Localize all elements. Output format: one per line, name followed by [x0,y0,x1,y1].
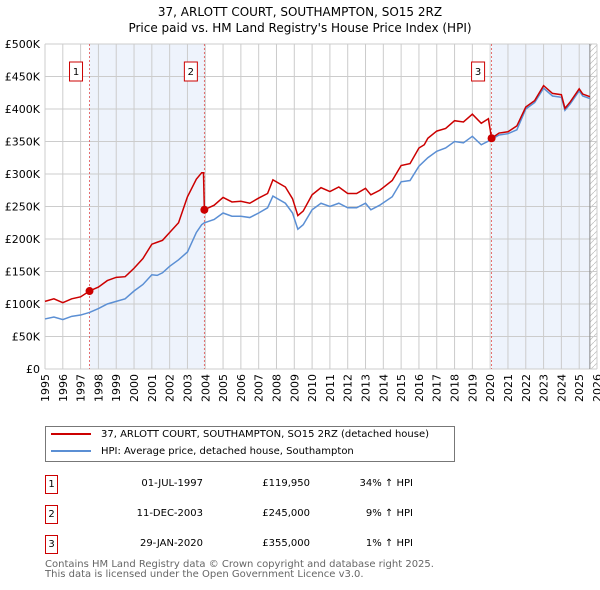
sale-date: 01-JUL-1997 [141,478,203,489]
x-tick-label: 2013 [360,374,373,402]
x-tick-label: 2018 [449,374,462,402]
legend-item-property: 37, ARLOTT COURT, SOUTHAMPTON, SO15 2RZ … [51,427,429,445]
x-tick-label: 1995 [39,374,52,402]
sale-row: 1 01-JUL-1997 £119,950 34% ↑ HPI [45,475,445,495]
sale-hpi-diff: 34% ↑ HPI [359,478,413,489]
x-tick-label: 2001 [146,374,159,402]
sale-number: 1 [73,67,79,78]
x-tick-label: 2014 [377,374,390,402]
y-tick-label: £0 [26,363,40,376]
sale-date: 29-JAN-2020 [139,538,203,549]
y-tick-label: £300K [5,168,41,181]
hpi-line [44,87,591,321]
sale-number-box: 3 [45,535,58,554]
sale-price: £355,000 [262,538,310,549]
x-tick-label: 2021 [502,374,515,402]
blue-line-swatch [51,450,91,452]
footer: Contains HM Land Registry data © Crown c… [45,560,434,580]
y-tick-label: £400K [5,103,41,116]
sale-price: £245,000 [262,508,310,519]
x-tick-label: 2004 [199,374,212,402]
x-tick-label: 2008 [270,374,283,402]
sale-number-box [69,61,84,82]
x-tick-label: 2026 [591,374,600,402]
x-tick-label: 2016 [413,374,426,402]
property-price-line [44,84,591,304]
sale-point [200,205,209,214]
x-tick-label: 2006 [235,374,248,402]
y-tick-label: £150K [5,266,41,279]
subtitle: Price paid vs. HM Land Registry's House … [128,21,472,35]
legend: 37, ARLOTT COURT, SOUTHAMPTON, SO15 2RZ … [45,426,455,462]
x-tick-label: 2015 [395,374,408,402]
x-tick-label: 2003 [181,374,194,402]
sale-date: 11-DEC-2003 [136,508,203,519]
x-tick-label: 2017 [431,374,444,402]
x-tick-label: 2024 [555,374,568,402]
legend-label: HPI: Average price, detached house, Sout… [101,446,354,457]
x-tick-label: 2011 [324,374,337,402]
chart-title: 37, ARLOTT COURT, SOUTHAMPTON, SO15 2RZ … [0,4,600,36]
y-tick-label: £250K [5,201,41,214]
footer-line-1: Contains HM Land Registry data © Crown c… [45,559,434,570]
x-tick-label: 2022 [520,374,533,402]
legend-item-hpi: HPI: Average price, detached house, Sout… [51,444,354,462]
x-tick-label: 2020 [484,374,497,402]
x-tick-label: 2019 [466,374,479,402]
x-tick-label: 1998 [92,374,105,402]
sale-number: 2 [188,67,194,78]
x-tick-label: 2010 [306,374,319,402]
sale-number-box [183,61,198,82]
red-line-swatch [51,433,91,435]
sale-number-box: 2 [45,505,58,524]
y-tick-label: £350K [5,136,41,149]
y-tick-label: £500K [5,38,41,51]
y-tick-label: £100K [5,298,41,311]
price-chart: 1995 1996 1997 1998 1999 2000 2001 2002 2003 2004… [5,38,600,402]
sale-number-box: 1 [45,475,58,494]
sale-number-box [471,61,486,82]
y-tick-label: £450K [5,71,41,84]
x-tick-label: 2007 [253,374,266,402]
footer-line-2: This data is licensed under the Open Gov… [45,569,364,580]
sale-row: 3 29-JAN-2020 £355,000 1% ↑ HPI [45,535,445,555]
y-tick-label: £200K [5,233,41,246]
title: 37, ARLOTT COURT, SOUTHAMPTON, SO15 2RZ [157,5,443,19]
sale-point [487,134,496,143]
x-tick-label: 2000 [128,374,141,402]
x-tick-label: 2025 [573,374,586,402]
x-tick-label: 1996 [57,374,70,402]
sale-hpi-diff: 1% ↑ HPI [365,538,413,549]
x-tick-label: 2002 [164,374,177,402]
x-tick-label: 2005 [217,374,230,402]
y-tick-label: £50K [12,331,41,344]
x-tick-label: 2009 [288,374,301,402]
x-tick-label: 2012 [342,374,355,402]
sale-point [85,287,94,296]
sale-price: £119,950 [262,478,310,489]
sale-hpi-diff: 9% ↑ HPI [365,508,413,519]
x-tick-label: 2023 [538,374,551,402]
legend-label: 37, ARLOTT COURT, SOUTHAMPTON, SO15 2RZ … [101,429,430,440]
x-tick-label: 1997 [75,374,88,402]
sale-number: 3 [475,67,481,78]
sale-row: 2 11-DEC-2003 £245,000 9% ↑ HPI [45,505,445,525]
x-tick-label: 1999 [110,374,123,402]
